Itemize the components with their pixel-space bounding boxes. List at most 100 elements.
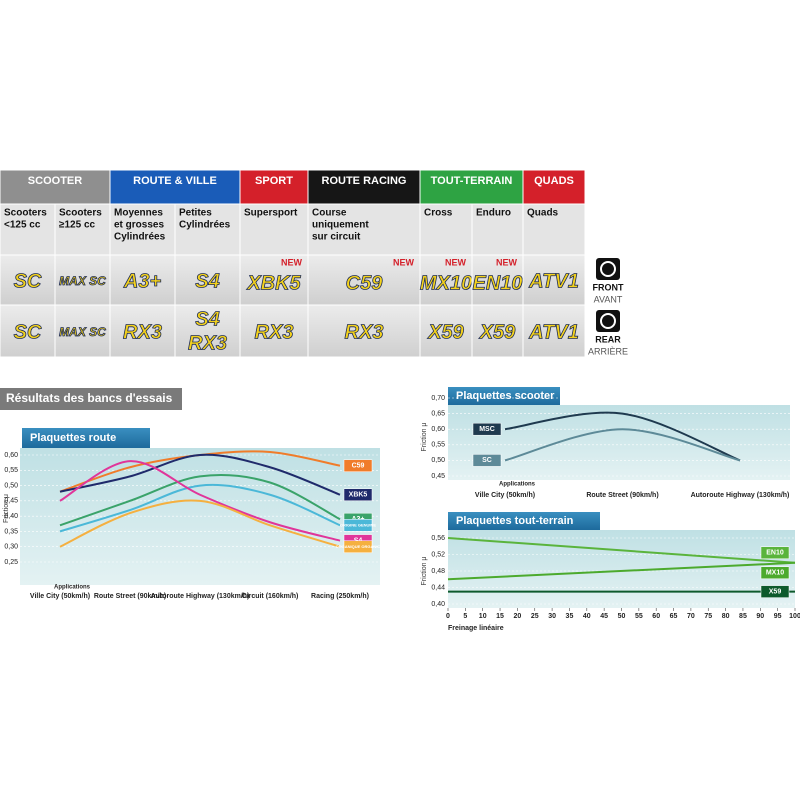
column-label: Scooters xyxy=(59,208,102,219)
series-line xyxy=(504,411,741,462)
pad-name: A3+ xyxy=(123,270,162,292)
series-label-box xyxy=(760,546,790,559)
rear-cell xyxy=(239,304,309,358)
pad-name: RX3 xyxy=(345,321,384,343)
rear-cell xyxy=(0,304,56,358)
series-label-box xyxy=(472,422,502,436)
column-label: Cylindrées xyxy=(179,220,231,231)
y-tick-label: 0,50 xyxy=(431,457,445,464)
x-tick-label: 90 xyxy=(756,613,764,620)
y-tick-label: 0,45 xyxy=(4,498,18,505)
y-axis-label: Friction μ xyxy=(421,557,428,586)
column-label: et grosses xyxy=(114,220,164,231)
front-cell xyxy=(307,254,421,306)
column-header xyxy=(419,203,473,256)
x-tick-label: 75 xyxy=(704,613,712,620)
plot-background xyxy=(448,405,790,480)
rear-cell xyxy=(54,304,111,358)
rear-cell xyxy=(471,304,524,358)
x-tick-label: Autoroute Highway (130km/h) xyxy=(151,593,250,600)
group-label: ROUTE RACING xyxy=(322,175,407,187)
pad-name: X59 xyxy=(479,321,516,343)
x-tick-label: 60 xyxy=(652,613,660,620)
x-tick-label: 15 xyxy=(496,613,504,620)
pad-name: SC xyxy=(14,321,42,343)
chart-title: Plaquettes tout-terrain xyxy=(456,515,574,527)
column-label: <125 cc xyxy=(4,220,41,231)
column-label: Moyennes xyxy=(114,208,163,219)
y-tick-label: 0,52 xyxy=(431,551,445,558)
x-tick-label: Route Street (90km/h) xyxy=(586,492,658,499)
series-line xyxy=(59,460,341,542)
y-tick-label: 0,56 xyxy=(431,535,445,542)
column-header xyxy=(522,203,586,256)
pad-name: SC xyxy=(14,270,42,292)
x-tick-label: Ville City (50km/h) xyxy=(475,492,535,499)
x-tick-label: Racing (250km/h) xyxy=(311,593,369,600)
x-tick-label: 70 xyxy=(687,613,695,620)
y-tick-label: 0,45 xyxy=(431,473,445,480)
pad-name: RX3 xyxy=(188,332,227,354)
series-label: C59 xyxy=(352,463,365,470)
x-tick-label: 55 xyxy=(635,613,643,620)
series-label: MSC xyxy=(479,426,495,433)
column-header xyxy=(109,203,176,256)
legend-label: REAR xyxy=(595,334,621,344)
front-cell xyxy=(522,254,586,306)
series-label-box xyxy=(343,519,373,532)
x-tick-label: 0 xyxy=(446,613,450,620)
chart-title-bar xyxy=(22,428,150,448)
front-cell xyxy=(471,254,524,306)
y-tick-label: 0,50 xyxy=(4,482,18,489)
series-line xyxy=(59,474,341,527)
series-label: ORGANIQUE ORGANIC xyxy=(336,544,381,549)
front-cell xyxy=(174,254,241,306)
series-line xyxy=(447,561,796,581)
new-badge: NEW xyxy=(496,257,518,267)
section-bar xyxy=(0,388,182,410)
chart-title: Plaquettes scooter xyxy=(456,390,555,402)
column-label: uniquement xyxy=(312,220,369,231)
series-label-box xyxy=(343,540,373,553)
y-tick-label: 0,60 xyxy=(4,452,18,459)
y-tick-label: 0,48 xyxy=(431,568,445,575)
y-tick-label: 0,44 xyxy=(431,584,445,591)
y-tick-label: 0,55 xyxy=(431,442,445,449)
group-header xyxy=(239,169,309,205)
series-label-box xyxy=(343,459,373,472)
series-line xyxy=(59,483,341,533)
pad-name: C59 xyxy=(346,272,384,294)
x-tick-label: Route Street (90km/h) xyxy=(94,593,166,600)
y-tick-label: 0,25 xyxy=(4,559,18,566)
group-label: TOUT-TERRAIN xyxy=(431,175,513,187)
series-line xyxy=(59,499,341,548)
rear-cell xyxy=(109,304,176,358)
x-tick-label: 35 xyxy=(566,613,574,620)
y-tick-label: 0,55 xyxy=(4,467,18,474)
plot-background xyxy=(20,448,380,585)
pad-name: S4 xyxy=(195,270,219,292)
x-tick-label: 45 xyxy=(600,613,608,620)
front-cell xyxy=(239,254,309,306)
pad-name: S4 xyxy=(195,308,219,330)
legend-icon-disc xyxy=(600,313,616,329)
series-label-box xyxy=(472,454,502,467)
column-label: Enduro xyxy=(476,208,511,219)
new-badge: NEW xyxy=(393,257,415,267)
x-axis-label: Applications xyxy=(499,482,536,488)
group-label: ROUTE & VILLE xyxy=(133,175,217,187)
x-tick-label: 20 xyxy=(514,613,522,620)
column-label: Quads xyxy=(527,208,559,219)
legend-icon xyxy=(596,258,620,280)
x-tick-label: 80 xyxy=(722,613,730,620)
column-header xyxy=(307,203,421,256)
pad-name: RX3 xyxy=(255,321,294,343)
pad-name: MX10 xyxy=(420,272,472,294)
column-label: Scooters xyxy=(4,208,47,219)
rear-cell xyxy=(522,304,586,358)
group-header xyxy=(419,169,524,205)
column-label: Cylindrées xyxy=(114,232,166,243)
legend-label: FRONT xyxy=(593,282,624,292)
x-tick-label: Autoroute Highway (130km/h) xyxy=(691,492,790,499)
